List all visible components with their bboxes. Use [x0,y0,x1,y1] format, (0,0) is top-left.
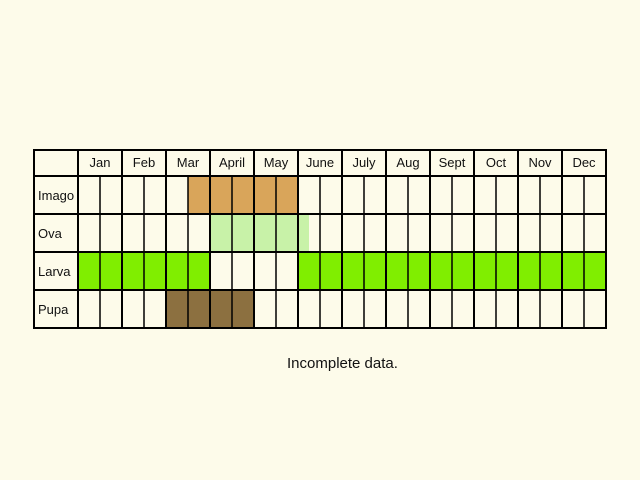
month-header-aug: Aug [396,155,419,170]
month-header-mar: Mar [177,155,200,170]
stage-label-pupa: Pupa [38,302,69,317]
month-header-nov: Nov [528,155,552,170]
stage-label-larva: Larva [38,264,71,279]
month-header-may: May [264,155,289,170]
incomplete-data-note: Incomplete data. [287,355,398,372]
month-header-april: April [219,155,245,170]
month-header-june: June [306,155,334,170]
stage-label-ova: Ova [38,226,63,241]
month-header-feb: Feb [133,155,155,170]
month-header-jan: Jan [90,155,111,170]
month-header-oct: Oct [486,155,507,170]
month-header-july: July [352,155,376,170]
period-ova [210,214,309,252]
stage-label-imago: Imago [38,188,74,203]
period-imago [188,176,298,214]
month-header-sept: Sept [439,155,466,170]
month-header-dec: Dec [572,155,596,170]
